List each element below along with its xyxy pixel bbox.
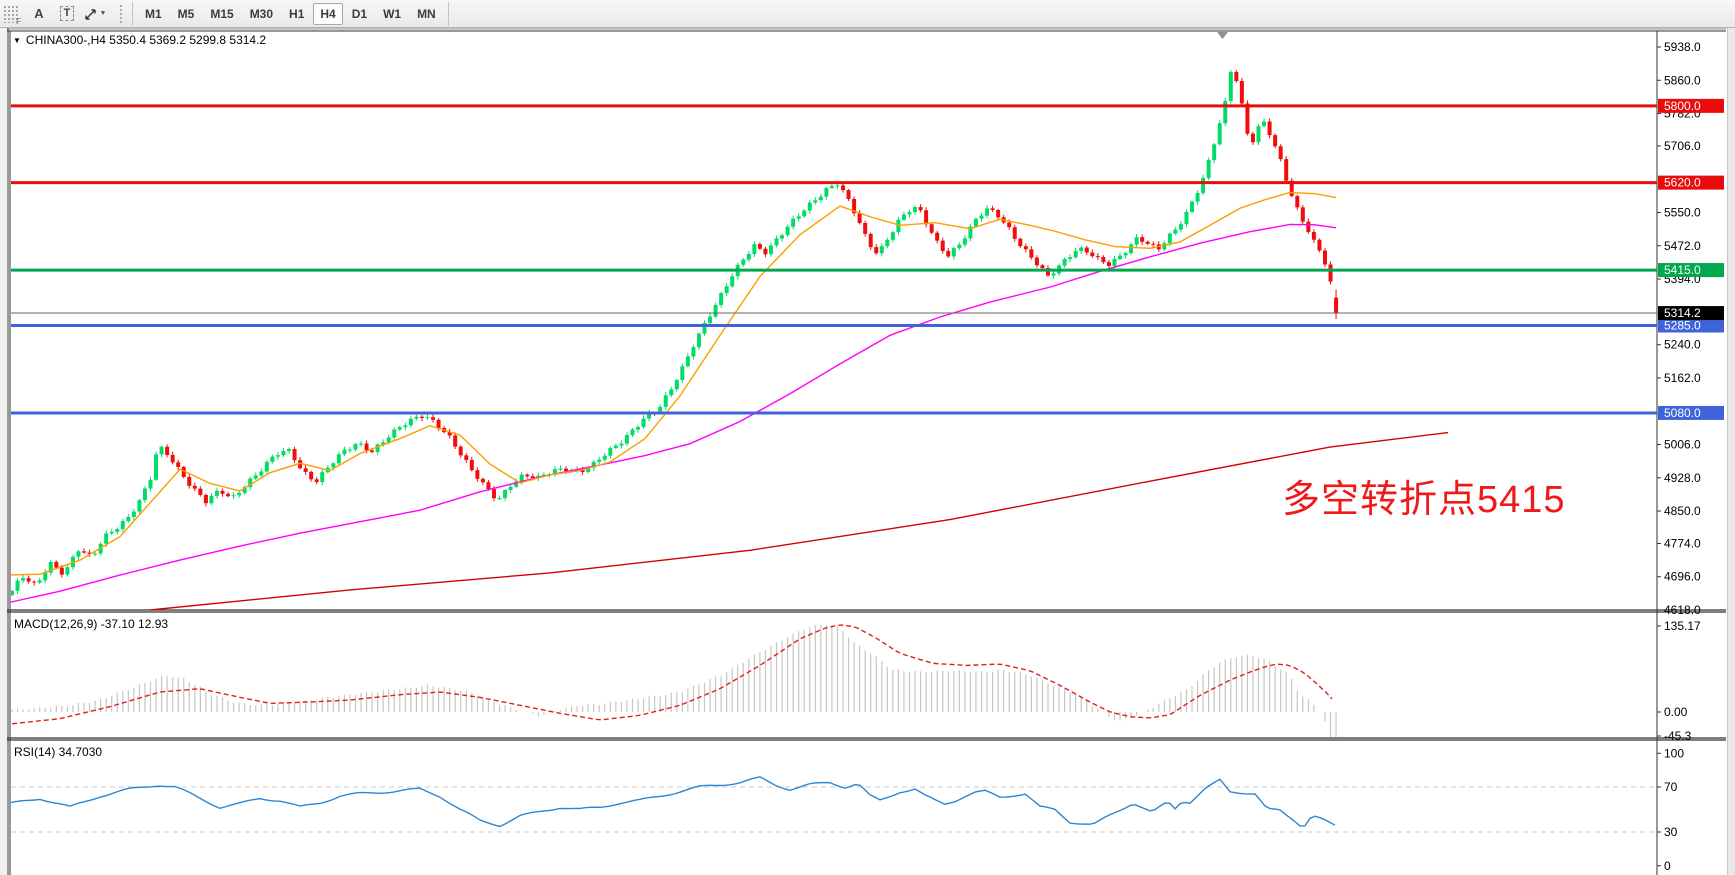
svg-text:5314.2: 5314.2: [1664, 306, 1701, 320]
timeframe-M1[interactable]: M1: [138, 3, 169, 25]
right-scrollbar[interactable]: [1727, 28, 1735, 875]
macd-pane: [11, 624, 1337, 737]
price-badge: 5620.0: [1658, 175, 1724, 190]
ma-fast-line: [11, 191, 1337, 576]
diagonal-arrows-icon: [84, 7, 98, 21]
price-tick-label: 5706.0: [1664, 139, 1701, 153]
rsi-indicator-label: RSI(14) 34.7030: [14, 745, 103, 759]
price-tick-label: 4774.0: [1664, 536, 1701, 550]
macd-tick-label: 135.17: [1664, 619, 1701, 633]
toolbar-drag-handle[interactable]: F: [3, 4, 21, 26]
ma-mid-line: [11, 223, 1337, 603]
main-pane: [11, 69, 1657, 610]
price-tick-label: 4696.0: [1664, 570, 1701, 584]
price-tick-label: 5006.0: [1664, 438, 1701, 452]
price-badge: 5285.0: [1658, 318, 1724, 333]
price-badge: 5314.2: [1658, 306, 1724, 321]
pane-splitter-rsi[interactable]: [0, 736, 1726, 742]
price-tick-label: 5240.0: [1664, 338, 1701, 352]
price-tick-label: 4928.0: [1664, 471, 1701, 485]
macd-tick-label: -45.3: [1664, 729, 1692, 743]
timeframe-D1[interactable]: D1: [345, 3, 374, 25]
svg-text:5080.0: 5080.0: [1664, 406, 1701, 420]
timeframe-H4[interactable]: H4: [313, 2, 343, 25]
dropdown-caret-icon: ▼: [99, 10, 107, 17]
collapse-triangle-icon[interactable]: ▼: [13, 35, 21, 45]
chart-shift-marker-icon: [1217, 32, 1228, 39]
candles-layer: [11, 69, 1339, 597]
chart-text-annotation[interactable]: 多空转折点5415: [1282, 479, 1566, 521]
timeframe-W1[interactable]: W1: [376, 3, 408, 25]
text-label-tool-button[interactable]: T: [54, 3, 80, 25]
timeframe-H1[interactable]: H1: [282, 3, 311, 25]
timeframe-toolbar: M1 M5 M15 M30 H1 H4 D1 W1 MN: [137, 0, 444, 28]
timeframe-M5[interactable]: M5: [171, 3, 202, 25]
toolbar-separator: [132, 1, 133, 26]
rsi-line: [11, 776, 1336, 828]
toolbar: F A T ▼ M1 M5 M15 M30 H1 H4 D1 W1 MN: [0, 0, 1735, 28]
svg-text:5285.0: 5285.0: [1664, 319, 1701, 333]
rsi-pane: [11, 776, 1657, 833]
macd-signal-line: [11, 624, 1333, 725]
price-badge: 5080.0: [1658, 405, 1724, 420]
price-tick-label: 4850.0: [1664, 504, 1701, 518]
symbol-ohlc-text: CHINA300-,H4 5350.4 5369.2 5299.8 5314.2: [25, 33, 267, 47]
price-axis-labels: 5938.05860.05782.05706.05550.05472.05394…: [1657, 40, 1724, 873]
red-trendline: [149, 431, 1449, 610]
toolbar-grip[interactable]: [119, 3, 124, 24]
price-badge: 5415.0: [1658, 263, 1724, 278]
timeframe-M30[interactable]: M30: [243, 3, 280, 25]
svg-text:5415.0: 5415.0: [1664, 263, 1701, 277]
pane-splitter-macd[interactable]: [0, 608, 1726, 614]
price-tick-label: 5938.0: [1664, 40, 1701, 54]
arrow-objects-button[interactable]: ▼: [82, 3, 108, 25]
toolbar-separator-end: [447, 1, 449, 26]
timeframe-M15[interactable]: M15: [203, 3, 240, 25]
rsi-tick-label: 0: [1664, 859, 1671, 873]
font-tool-button[interactable]: A: [26, 3, 52, 25]
price-tick-label: 5472.0: [1664, 239, 1701, 253]
price-tick-label: 4618.0: [1664, 603, 1701, 617]
timeframe-MN[interactable]: MN: [410, 3, 443, 25]
rsi-tick-label: 70: [1664, 780, 1678, 794]
svg-text:5620.0: 5620.0: [1664, 176, 1701, 190]
toolbar-handle-label: F: [16, 16, 21, 26]
symbol-header[interactable]: ▼ CHINA300-,H4 5350.4 5369.2 5299.8 5314…: [13, 33, 266, 47]
macd-tick-label: 0.00: [1664, 705, 1688, 719]
rsi-tick-label: 30: [1664, 825, 1678, 839]
price-tick-label: 5162.0: [1664, 371, 1701, 385]
price-tick-label: 5550.0: [1664, 205, 1701, 219]
price-axis[interactable]: [1657, 28, 1727, 875]
price-tick-label: 5860.0: [1664, 73, 1701, 87]
price-badge: 5800.0: [1658, 98, 1724, 113]
macd-histogram: [11, 624, 1337, 737]
rsi-tick-label: 100: [1664, 746, 1684, 760]
macd-indicator-label: MACD(12,26,9) -37.10 12.93: [14, 617, 169, 631]
text-tool-icon: T: [59, 6, 75, 21]
svg-text:5800.0: 5800.0: [1664, 99, 1701, 113]
